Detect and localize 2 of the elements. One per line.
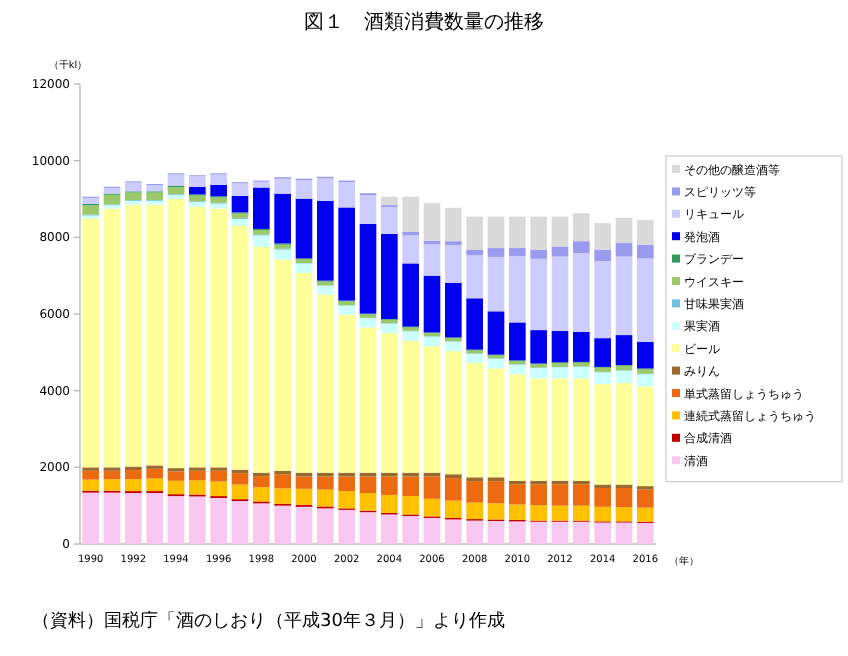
chart-title: 図１ 酒類消費数量の推移 <box>304 10 544 34</box>
text: （資料）国税庁「酒のしおり（平成30年３月）」より作成 <box>32 610 505 632</box>
